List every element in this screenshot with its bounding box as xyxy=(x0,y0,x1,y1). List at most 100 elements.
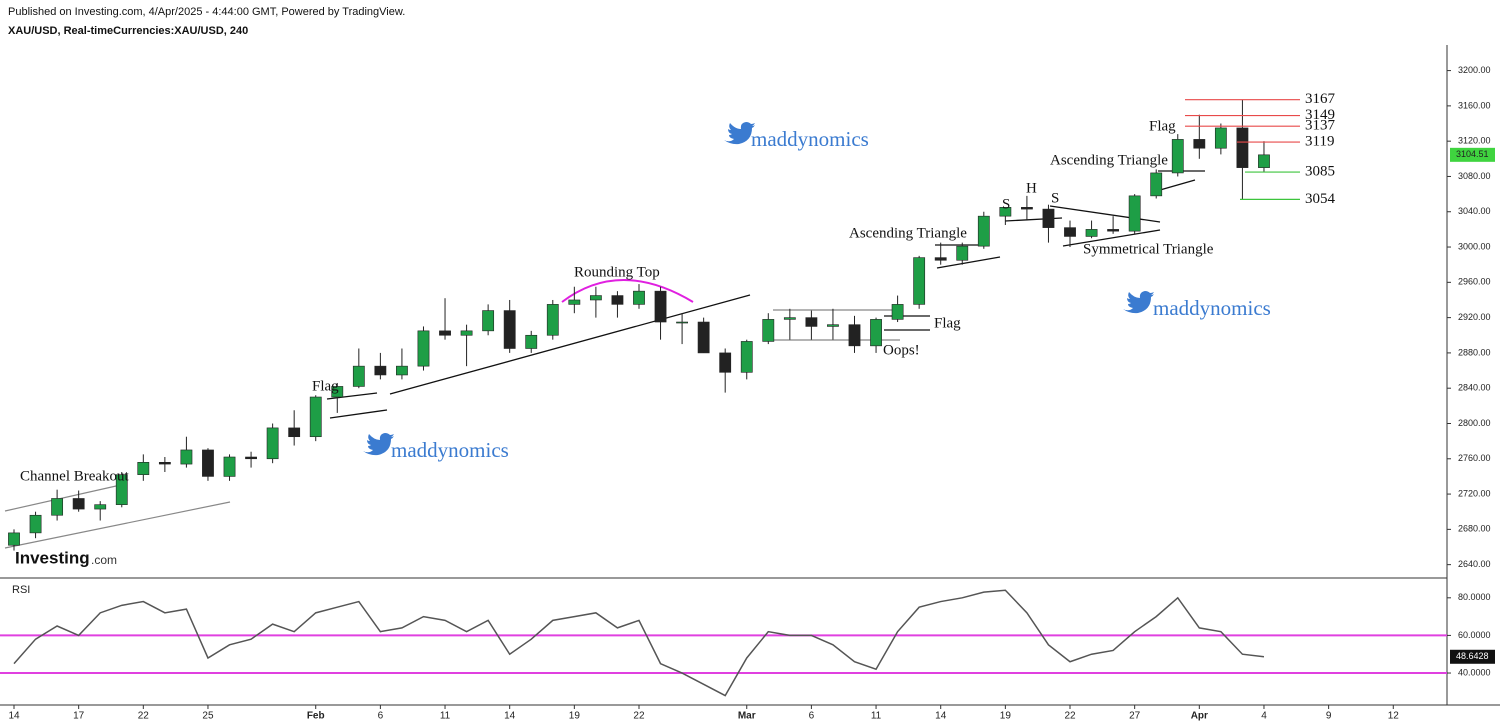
rsi-tick-label: 60.0000 xyxy=(1458,630,1491,640)
candle-body xyxy=(1193,139,1206,149)
candle-body xyxy=(913,257,926,305)
y-tick-label: 2840.00 xyxy=(1458,383,1491,393)
candle-body xyxy=(654,290,667,323)
annotation: S xyxy=(1051,190,1059,206)
candle-body xyxy=(1021,207,1033,210)
candle-body xyxy=(740,341,753,373)
candle-body xyxy=(1258,154,1270,168)
candle-body xyxy=(180,449,193,465)
annotation: Rounding Top xyxy=(574,264,660,280)
candle-body xyxy=(633,290,645,305)
candle-body xyxy=(956,245,969,261)
annotation: Flag xyxy=(1149,118,1176,134)
x-tick-label: 11 xyxy=(871,711,882,722)
y-tick-label: 2960.00 xyxy=(1458,277,1491,287)
candle-body xyxy=(202,449,214,477)
candle-body xyxy=(891,304,904,320)
y-tick-label: 3120.00 xyxy=(1458,136,1491,146)
x-tick-label: 14 xyxy=(504,711,516,722)
candle-body xyxy=(848,324,861,347)
y-tick-label: 2640.00 xyxy=(1458,559,1491,569)
logo: Investing xyxy=(15,548,90,567)
x-tick-label: 19 xyxy=(1000,711,1012,722)
y-tick-label: 2720.00 xyxy=(1458,488,1491,498)
candle-body xyxy=(51,498,64,516)
candle-body xyxy=(611,295,624,305)
y-tick-label: 2760.00 xyxy=(1458,453,1491,463)
candle-body xyxy=(1236,127,1249,168)
candle-body xyxy=(827,324,839,327)
price-level-label: 3054 xyxy=(1305,191,1336,207)
annotation: S xyxy=(1002,196,1010,212)
candle-body xyxy=(1042,208,1055,228)
price-level-label: 3137 xyxy=(1305,118,1336,134)
price-level-label: 3085 xyxy=(1305,163,1335,179)
symbol-title: XAU/USD, Real-timeCurrencies:XAU/USD, 24… xyxy=(8,25,248,37)
published-note: Published on Investing.com, 4/Apr/2025 -… xyxy=(8,6,405,18)
candle-body xyxy=(783,317,796,320)
annotation: H xyxy=(1026,180,1037,196)
candle-body xyxy=(870,319,882,347)
x-tick-label: 6 xyxy=(378,711,384,722)
candle-body xyxy=(460,330,473,336)
watermark: maddynomics xyxy=(391,438,509,462)
x-tick-label: Feb xyxy=(307,711,325,722)
last-price-label: 3104.51 xyxy=(1456,149,1489,159)
candle-body xyxy=(331,386,344,398)
candle-body xyxy=(439,330,451,336)
candle-body xyxy=(1128,195,1141,232)
candle-body xyxy=(94,504,107,510)
price-level-label: 3167 xyxy=(1305,91,1336,107)
candle-body xyxy=(137,462,150,475)
y-tick-label: 3160.00 xyxy=(1458,100,1491,110)
last-price-tag xyxy=(1450,147,1495,162)
x-tick-label: 22 xyxy=(633,711,645,722)
x-tick-label: Apr xyxy=(1191,711,1208,722)
candle-body xyxy=(1064,227,1076,237)
logo-suffix: .com xyxy=(91,553,117,567)
x-tick-label: 25 xyxy=(202,711,214,722)
x-tick-label: 12 xyxy=(1388,711,1400,722)
x-tick-label: 17 xyxy=(73,711,85,722)
annotation: Ascending Triangle xyxy=(849,225,967,241)
candle-body xyxy=(158,462,171,465)
y-tick-label: 2920.00 xyxy=(1458,312,1491,322)
x-tick-label: 22 xyxy=(1064,711,1076,722)
candle-body xyxy=(482,310,495,332)
candle-body xyxy=(1150,172,1163,197)
annotation: Symmetrical Triangle xyxy=(1083,241,1214,257)
candle-body xyxy=(223,456,236,477)
candle-body xyxy=(546,304,559,336)
rsi-title: RSI xyxy=(12,584,30,596)
candle-body xyxy=(309,396,322,438)
annotation: Flag xyxy=(312,378,339,394)
candle-body xyxy=(934,257,947,261)
candle-body xyxy=(1171,139,1184,174)
annotation: Flag xyxy=(934,315,961,331)
last-rsi-tag xyxy=(1450,649,1495,664)
y-tick-label: 3040.00 xyxy=(1458,206,1491,216)
x-tick-label: 19 xyxy=(569,711,581,722)
x-tick-label: 14 xyxy=(935,711,947,722)
candle-body xyxy=(525,334,538,349)
candle-body xyxy=(266,427,279,460)
candle-body xyxy=(676,321,688,324)
candle-body xyxy=(503,310,516,349)
x-tick-label: 11 xyxy=(440,711,451,722)
annotation: Oops! xyxy=(883,342,920,358)
candle-body xyxy=(977,215,990,247)
x-tick-label: 6 xyxy=(809,711,815,722)
candle-body xyxy=(568,299,581,305)
candle-body xyxy=(1107,229,1120,232)
candle-body xyxy=(115,474,128,505)
watermark: maddynomics xyxy=(1153,296,1271,320)
candle-body xyxy=(805,317,818,327)
price-level-label: 3149 xyxy=(1305,107,1335,123)
candle-body xyxy=(374,365,387,376)
x-tick-label: 14 xyxy=(8,711,20,722)
x-tick-label: 27 xyxy=(1129,711,1141,722)
candle-body xyxy=(8,532,20,546)
last-rsi-label: 48.6428 xyxy=(1456,651,1489,661)
x-tick-label: 22 xyxy=(138,711,150,722)
